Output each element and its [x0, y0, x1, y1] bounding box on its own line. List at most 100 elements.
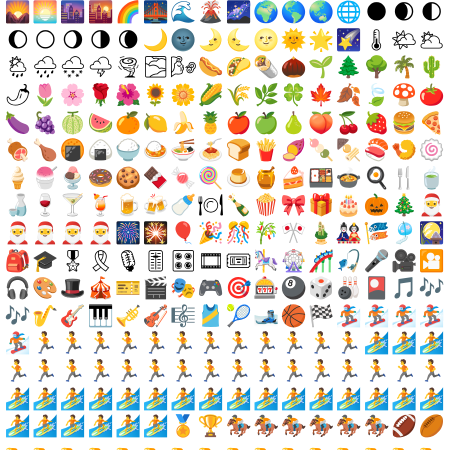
emoji-icon: 🏊	[170, 442, 198, 450]
emoji-icon: 🌐	[335, 0, 363, 28]
emoji-glyph: 🌜	[225, 27, 252, 52]
emoji-glyph: 🎈	[170, 221, 197, 246]
emoji-glyph: 🎓	[32, 248, 59, 273]
emoji-glyph: 🏈	[391, 414, 418, 439]
emoji-glyph: 🏊	[336, 443, 362, 450]
emoji-icon: 🍎	[225, 110, 253, 138]
emoji-glyph: 🏄	[418, 386, 445, 411]
emoji-icon: 🌼	[170, 83, 198, 111]
emoji-icon: 🏄	[363, 331, 391, 359]
emoji-icon: 🏊	[4, 442, 32, 450]
emoji-icon: 🏄	[59, 414, 87, 442]
emoji-icon: 🍮	[225, 166, 253, 194]
emoji-icon: 🎞	[197, 248, 225, 276]
emoji-icon: 🎊	[225, 221, 253, 249]
emoji-glyph: 🏃	[308, 359, 335, 384]
emoji-glyph: 🏀	[280, 303, 307, 328]
emoji-glyph: 🏄	[87, 414, 114, 439]
emoji-glyph: 🏄	[4, 414, 31, 439]
emoji-glyph: 🎺	[115, 303, 142, 328]
emoji-glyph: 🎌	[280, 221, 307, 246]
emoji-icon: 🍴	[390, 166, 418, 194]
emoji-icon: 🌎	[280, 0, 308, 28]
emoji-icon: 🍂	[335, 83, 363, 111]
emoji-glyph: 🎵	[391, 276, 418, 301]
emoji-glyph: 🌄	[4, 0, 31, 25]
emoji-icon: 🎅	[32, 221, 60, 249]
emoji-icon: 🏇	[280, 414, 308, 442]
emoji-icon: 🌺	[114, 83, 142, 111]
emoji-glyph: 🎭	[170, 276, 197, 301]
emoji-icon: 🌫	[142, 55, 170, 83]
emoji-glyph: 🌶	[4, 83, 32, 108]
emoji-glyph: 🌗	[89, 27, 112, 52]
emoji-glyph: 🎀	[280, 193, 307, 218]
emoji-glyph: 🍰	[280, 165, 307, 190]
emoji-icon: 🏂	[390, 304, 418, 332]
emoji-glyph: 🏃	[280, 331, 307, 356]
emoji-icon: 🏃	[197, 359, 225, 387]
emoji-icon: 🏊	[252, 442, 280, 450]
emoji-icon: 🏊	[418, 442, 446, 450]
emoji-icon: 🎚	[142, 248, 170, 276]
emoji-glyph: 🎊	[225, 221, 252, 246]
emoji-icon: 🍫	[142, 166, 170, 194]
emoji-icon: 🌲	[335, 55, 363, 83]
emoji-icon: 🎽	[197, 304, 225, 332]
emoji-glyph: 🏃	[142, 331, 169, 356]
emoji-icon: 🍅	[418, 83, 446, 111]
emoji-glyph: 🏃	[87, 331, 114, 356]
emoji-glyph: 🏄	[170, 386, 197, 411]
emoji-icon: 🎙	[114, 248, 142, 276]
emoji-glyph: 🍀	[280, 83, 307, 108]
emoji-glyph: 🌛	[197, 27, 225, 52]
emoji-icon: 🎛	[170, 248, 198, 276]
emoji-icon: 🍺	[114, 193, 142, 221]
emoji-glyph: 🏃	[418, 359, 445, 384]
emoji-icon: 🏃	[114, 359, 142, 387]
emoji-icon: 🏇	[335, 414, 363, 442]
emoji-glyph: 🎾	[225, 303, 252, 328]
emoji-icon: 🎬	[142, 276, 170, 304]
emoji-glyph: 🏄	[87, 386, 114, 411]
emoji-glyph: 🎟	[225, 248, 252, 273]
emoji-icon: 🏊	[390, 442, 418, 450]
emoji-icon: 🎣	[335, 248, 363, 276]
emoji-icon: 🏄	[87, 386, 115, 414]
emoji-icon: 🏃	[225, 331, 253, 359]
emoji-glyph: 🎆	[115, 221, 142, 246]
emoji-glyph: 🎅	[418, 193, 445, 218]
emoji-glyph: 🎳	[335, 276, 362, 301]
emoji-glyph: 🏃	[32, 359, 59, 384]
emoji-icon: 🎾	[225, 304, 253, 332]
emoji-icon: 🎫	[114, 276, 142, 304]
emoji-icon: 🎥	[390, 248, 418, 276]
emoji-icon: 🎍	[308, 221, 336, 249]
emoji-icon: 🍽	[197, 193, 225, 221]
emoji-glyph: 🌳	[363, 55, 390, 80]
emoji-glyph: 🏄	[280, 386, 307, 411]
emoji-icon: 🍧	[32, 166, 60, 194]
emoji-glyph: 🍝	[197, 138, 225, 163]
emoji-glyph: 🍾	[225, 193, 252, 218]
emoji-glyph: 🎇	[142, 221, 169, 246]
emoji-glyph: 🏊	[363, 443, 389, 450]
emoji-glyph: 🏄	[142, 414, 169, 439]
emoji-icon: 🏃	[280, 359, 308, 387]
emoji-glyph: 🍭	[197, 165, 225, 190]
emoji-glyph: 🎫	[115, 276, 142, 301]
emoji-glyph: 🏃	[197, 331, 225, 356]
emoji-glyph: 🏇	[253, 414, 280, 439]
emoji-icon: 🏃	[4, 359, 32, 387]
emoji-glyph: 🌧	[32, 55, 59, 80]
emoji-glyph: 🏅	[170, 414, 197, 439]
emoji-icon: 🎇	[142, 221, 170, 249]
emoji-icon: 🏃	[335, 331, 363, 359]
emoji-glyph: 🎚	[142, 248, 170, 273]
emoji-glyph: 🌷	[32, 83, 59, 108]
emoji-icon: 🏄	[32, 414, 60, 442]
emoji-icon: 🍓	[363, 110, 391, 138]
emoji-glyph: 🎿	[253, 303, 280, 328]
emoji-icon: 🎧	[4, 276, 32, 304]
emoji-icon: 🎸	[59, 304, 87, 332]
